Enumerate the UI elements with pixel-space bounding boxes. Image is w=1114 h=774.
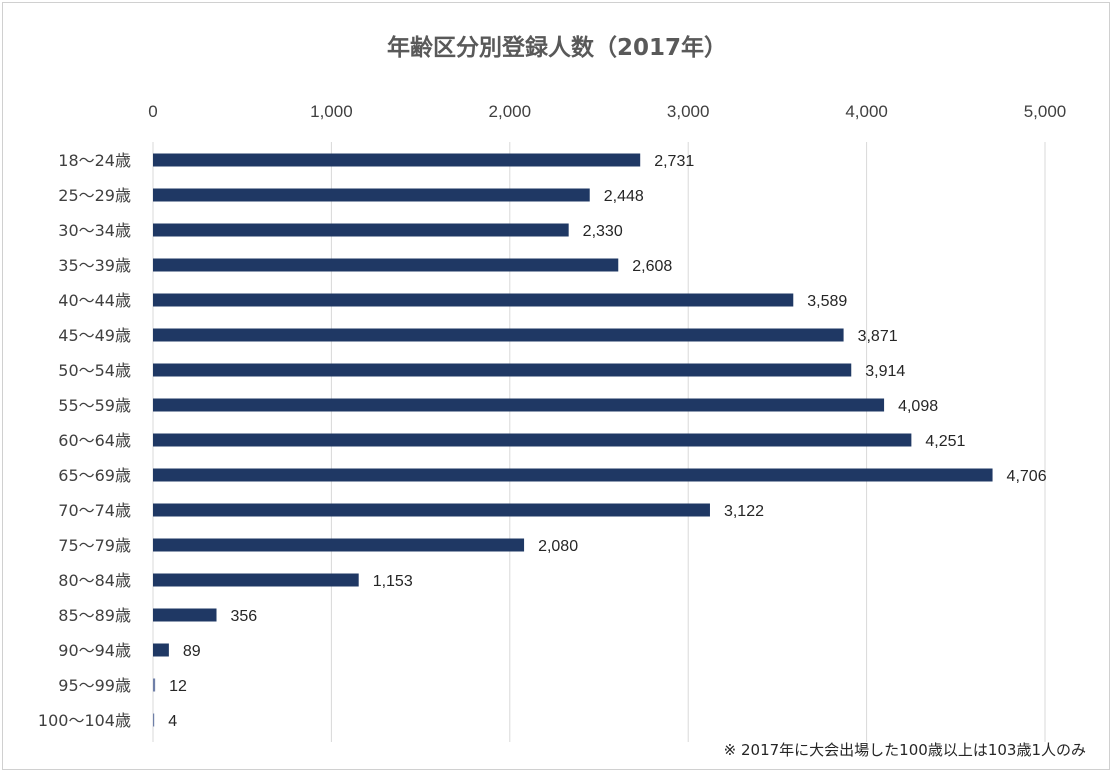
category-label: 25～29歳 [58,186,131,205]
data-label: 2,608 [632,258,672,275]
bar [153,223,569,237]
data-label: 3,122 [724,503,764,520]
x-tick-label: 2,000 [489,102,532,121]
category-label: 50～54歳 [58,361,131,380]
category-label: 40～44歳 [58,291,131,310]
data-label: 2,080 [538,538,578,555]
category-label: 85～89歳 [58,606,131,625]
bar [153,188,590,202]
category-label: 70～74歳 [58,501,131,520]
data-label: 4 [168,713,177,730]
data-label: 3,914 [865,363,905,380]
bar [153,153,641,167]
data-labels: 2,731 2,448 2,330 2,608 3,589 3,871 3,914 4,098… [168,153,1046,730]
category-label: 100～104歳 [38,711,131,730]
data-label: 89 [183,643,201,660]
category-label: 60～64歳 [58,431,131,450]
category-label: 80～84歳 [58,571,131,590]
data-label: 356 [231,608,258,625]
chart-title: 年齢区分別登録人数（2017年） [387,34,727,61]
data-label: 2,731 [654,153,694,170]
data-label: 4,251 [925,433,965,450]
category-label: 18～24歳 [58,151,131,170]
x-axis-ticks: 0 1,000 2,000 3,000 4,000 5,000 [148,102,1066,121]
bar [153,643,169,657]
bar [153,433,912,447]
data-label: 4,706 [1007,468,1047,485]
bar [153,468,993,482]
x-tick-label: 1,000 [310,102,353,121]
category-label: 95～99歳 [58,676,131,695]
data-label: 12 [169,678,187,695]
bar [153,608,217,622]
bar [153,503,710,517]
bars [153,153,993,727]
category-label: 90～94歳 [58,641,131,660]
data-label: 4,098 [898,398,938,415]
y-axis-categories: 18～24歳 25～29歳 30～34歳 35～39歳 40～44歳 45～49歳 50～5… [38,151,131,730]
bar [153,258,619,272]
category-label: 75～79歳 [58,536,131,555]
category-label: 55～59歳 [58,396,131,415]
category-label: 30～34歳 [58,221,131,240]
footnote: ※ 2017年に大会出場した100歳以上は103歳1人のみ [724,741,1086,759]
category-label: 45～49歳 [58,326,131,345]
bar [153,573,359,587]
bar [153,713,155,727]
data-label: 1,153 [373,573,413,590]
category-label: 65～69歳 [58,466,131,485]
data-label: 2,448 [604,188,644,205]
x-tick-label: 0 [148,102,157,121]
bar [153,293,794,307]
data-label: 2,330 [583,223,623,240]
bar [153,538,525,552]
bar [153,363,852,377]
x-tick-label: 5,000 [1024,102,1067,121]
data-label: 3,871 [858,328,898,345]
bar [153,398,885,412]
category-label: 35～39歳 [58,256,131,275]
bar [153,678,156,692]
bar [153,328,844,342]
x-tick-label: 4,000 [845,102,888,121]
x-tick-label: 3,000 [667,102,710,121]
data-label: 3,589 [807,293,847,310]
